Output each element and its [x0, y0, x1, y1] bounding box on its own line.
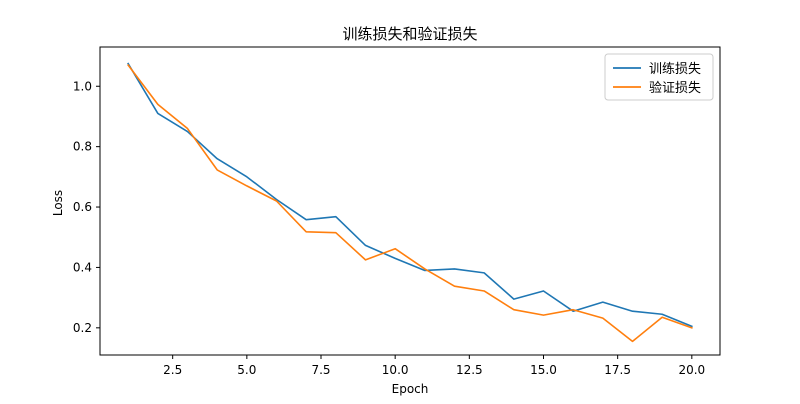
series-line-1 — [127, 62, 693, 328]
x-tick-label: 7.5 — [311, 363, 330, 377]
y-tick-label: 0.8 — [73, 140, 92, 154]
y-axis: 0.2 0.4 0.6 0.8 1.0 — [73, 79, 100, 335]
plot-frame — [99, 46, 721, 356]
x-tick-label: 12.5 — [456, 363, 483, 377]
y-tick-label: 1.0 — [73, 79, 92, 93]
x-tick-label: 17.5 — [604, 363, 631, 377]
legend-label: 验证损失 — [649, 80, 701, 96]
x-axis: 2.5 5.0 7.5 10.0 12.5 15.0 17.5 20.0 — [163, 355, 705, 377]
plot-area — [127, 62, 693, 343]
x-tick-label: 5.0 — [237, 363, 256, 377]
x-tick-label: 10.0 — [382, 363, 409, 377]
y-axis-title: Loss — [51, 190, 65, 216]
legend-label: 训练损失 — [649, 62, 701, 77]
x-axis-title: Epoch — [392, 382, 429, 396]
x-tick-label: 2.5 — [163, 363, 182, 377]
y-tick-label: 0.6 — [73, 200, 92, 214]
y-tick-label: 0.2 — [73, 321, 92, 335]
y-tick-label: 0.4 — [73, 260, 92, 274]
x-tick-label: 15.0 — [530, 363, 557, 377]
x-tick-label: 20.0 — [678, 363, 705, 377]
series-line-2 — [127, 63, 693, 343]
chart-title: 训练损失和验证损失 — [342, 25, 477, 43]
legend-box — [604, 53, 714, 101]
